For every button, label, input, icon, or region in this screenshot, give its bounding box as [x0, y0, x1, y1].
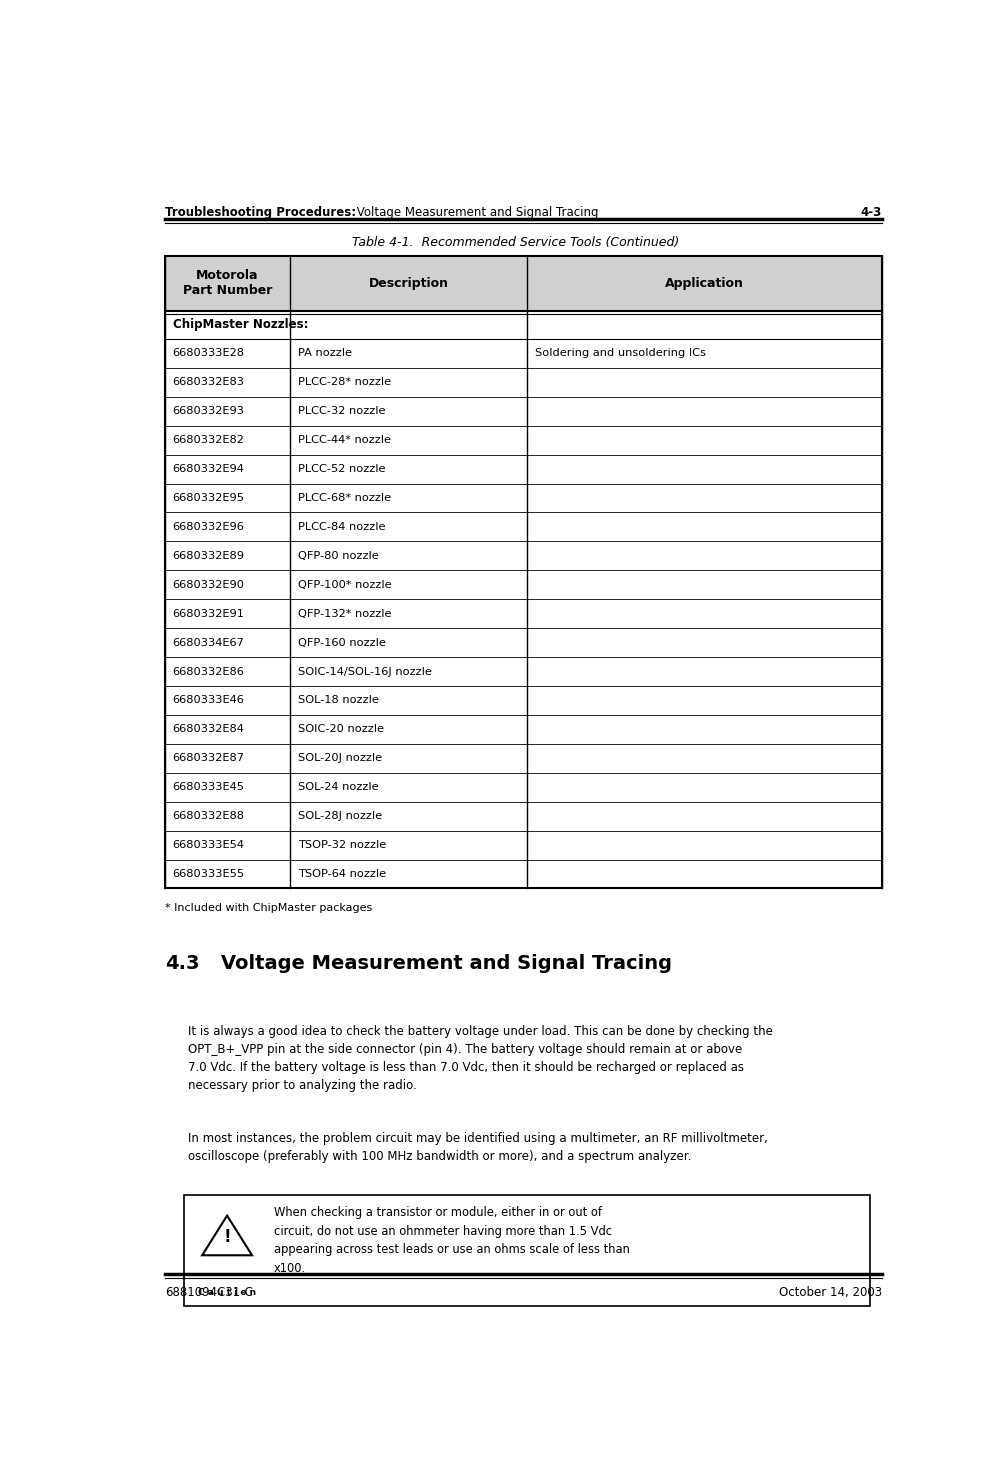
Polygon shape [202, 1215, 253, 1255]
Text: TSOP-64 nozzle: TSOP-64 nozzle [298, 869, 386, 879]
Text: PA nozzle: PA nozzle [298, 349, 352, 358]
Text: When checking a transistor or module, either in or out of
circuit, do not use an: When checking a transistor or module, ei… [274, 1206, 630, 1274]
Text: 4-3: 4-3 [861, 206, 882, 219]
Text: 6680332E86: 6680332E86 [173, 667, 244, 676]
Text: 6680332E95: 6680332E95 [173, 493, 244, 502]
Text: 6680332E87: 6680332E87 [173, 753, 244, 763]
Text: Voltage Measurement and Signal Tracing: Voltage Measurement and Signal Tracing [221, 955, 672, 974]
Text: PLCC-52 nozzle: PLCC-52 nozzle [298, 464, 385, 474]
Text: 6680332E88: 6680332E88 [173, 812, 244, 820]
Text: SOL-24 nozzle: SOL-24 nozzle [298, 782, 378, 792]
Text: SOIC-14/SOL-16J nozzle: SOIC-14/SOL-16J nozzle [298, 667, 432, 676]
Text: 6680332E89: 6680332E89 [173, 551, 244, 561]
Text: It is always a good idea to check the battery voltage under load. This can be do: It is always a good idea to check the ba… [188, 1025, 773, 1091]
Text: PLCC-44* nozzle: PLCC-44* nozzle [298, 435, 391, 445]
Text: Application: Application [665, 277, 743, 290]
Text: QFP-80 nozzle: QFP-80 nozzle [298, 551, 379, 561]
Text: 6680333E28: 6680333E28 [173, 349, 244, 358]
Text: 6680332E91: 6680332E91 [173, 608, 244, 619]
Text: PLCC-32 nozzle: PLCC-32 nozzle [298, 407, 385, 417]
Text: PLCC-84 nozzle: PLCC-84 nozzle [298, 521, 385, 532]
Bar [165, 256, 882, 888]
Text: PLCC-28* nozzle: PLCC-28* nozzle [298, 377, 391, 387]
Text: 6680332E83: 6680332E83 [173, 377, 244, 387]
Text: 6881094C31-C: 6881094C31-C [165, 1286, 253, 1299]
Text: Description: Description [368, 277, 449, 290]
Text: 6680333E46: 6680333E46 [173, 695, 244, 706]
Text: 6680333E54: 6680333E54 [173, 840, 244, 850]
Text: 4.3: 4.3 [165, 955, 199, 974]
Text: TSOP-32 nozzle: TSOP-32 nozzle [298, 840, 386, 850]
Text: C a u t i o n: C a u t i o n [198, 1287, 257, 1296]
Text: Table 4-1.  Recommended Service Tools (Continued): Table 4-1. Recommended Service Tools (Co… [352, 236, 679, 249]
Text: 6680333E55: 6680333E55 [173, 869, 244, 879]
Text: QFP-160 nozzle: QFP-160 nozzle [298, 638, 386, 648]
Text: In most instances, the problem circuit may be identified using a multimeter, an : In most instances, the problem circuit m… [188, 1133, 768, 1164]
Text: SOL-18 nozzle: SOL-18 nozzle [298, 695, 379, 706]
Text: SOL-20J nozzle: SOL-20J nozzle [298, 753, 382, 763]
Text: PLCC-68* nozzle: PLCC-68* nozzle [298, 493, 391, 502]
Text: 6680334E67: 6680334E67 [173, 638, 244, 648]
Text: Voltage Measurement and Signal Tracing: Voltage Measurement and Signal Tracing [353, 206, 599, 219]
Text: 6680332E82: 6680332E82 [173, 435, 244, 445]
Bar [184, 1195, 870, 1307]
Text: * Included with ChipMaster packages: * Included with ChipMaster packages [165, 903, 372, 913]
Text: !: ! [223, 1228, 231, 1246]
FancyBboxPatch shape [165, 256, 882, 311]
Text: QFP-100* nozzle: QFP-100* nozzle [298, 580, 391, 589]
Text: Motorola
Part Number: Motorola Part Number [183, 270, 273, 298]
Text: SOIC-20 nozzle: SOIC-20 nozzle [298, 725, 384, 735]
Text: QFP-132* nozzle: QFP-132* nozzle [298, 608, 391, 619]
Text: Soldering and unsoldering ICs: Soldering and unsoldering ICs [535, 349, 706, 358]
Text: 6680332E94: 6680332E94 [173, 464, 244, 474]
Text: 6680333E45: 6680333E45 [173, 782, 244, 792]
Text: Troubleshooting Procedures:: Troubleshooting Procedures: [165, 206, 356, 219]
Text: 6680332E90: 6680332E90 [173, 580, 244, 589]
Text: 6680332E93: 6680332E93 [173, 407, 244, 417]
Text: ChipMaster Nozzles:: ChipMaster Nozzles: [173, 318, 308, 331]
Text: 6680332E84: 6680332E84 [173, 725, 244, 735]
Text: SOL-28J nozzle: SOL-28J nozzle [298, 812, 382, 820]
Text: 6680332E96: 6680332E96 [173, 521, 244, 532]
Text: October 14, 2003: October 14, 2003 [779, 1286, 882, 1299]
